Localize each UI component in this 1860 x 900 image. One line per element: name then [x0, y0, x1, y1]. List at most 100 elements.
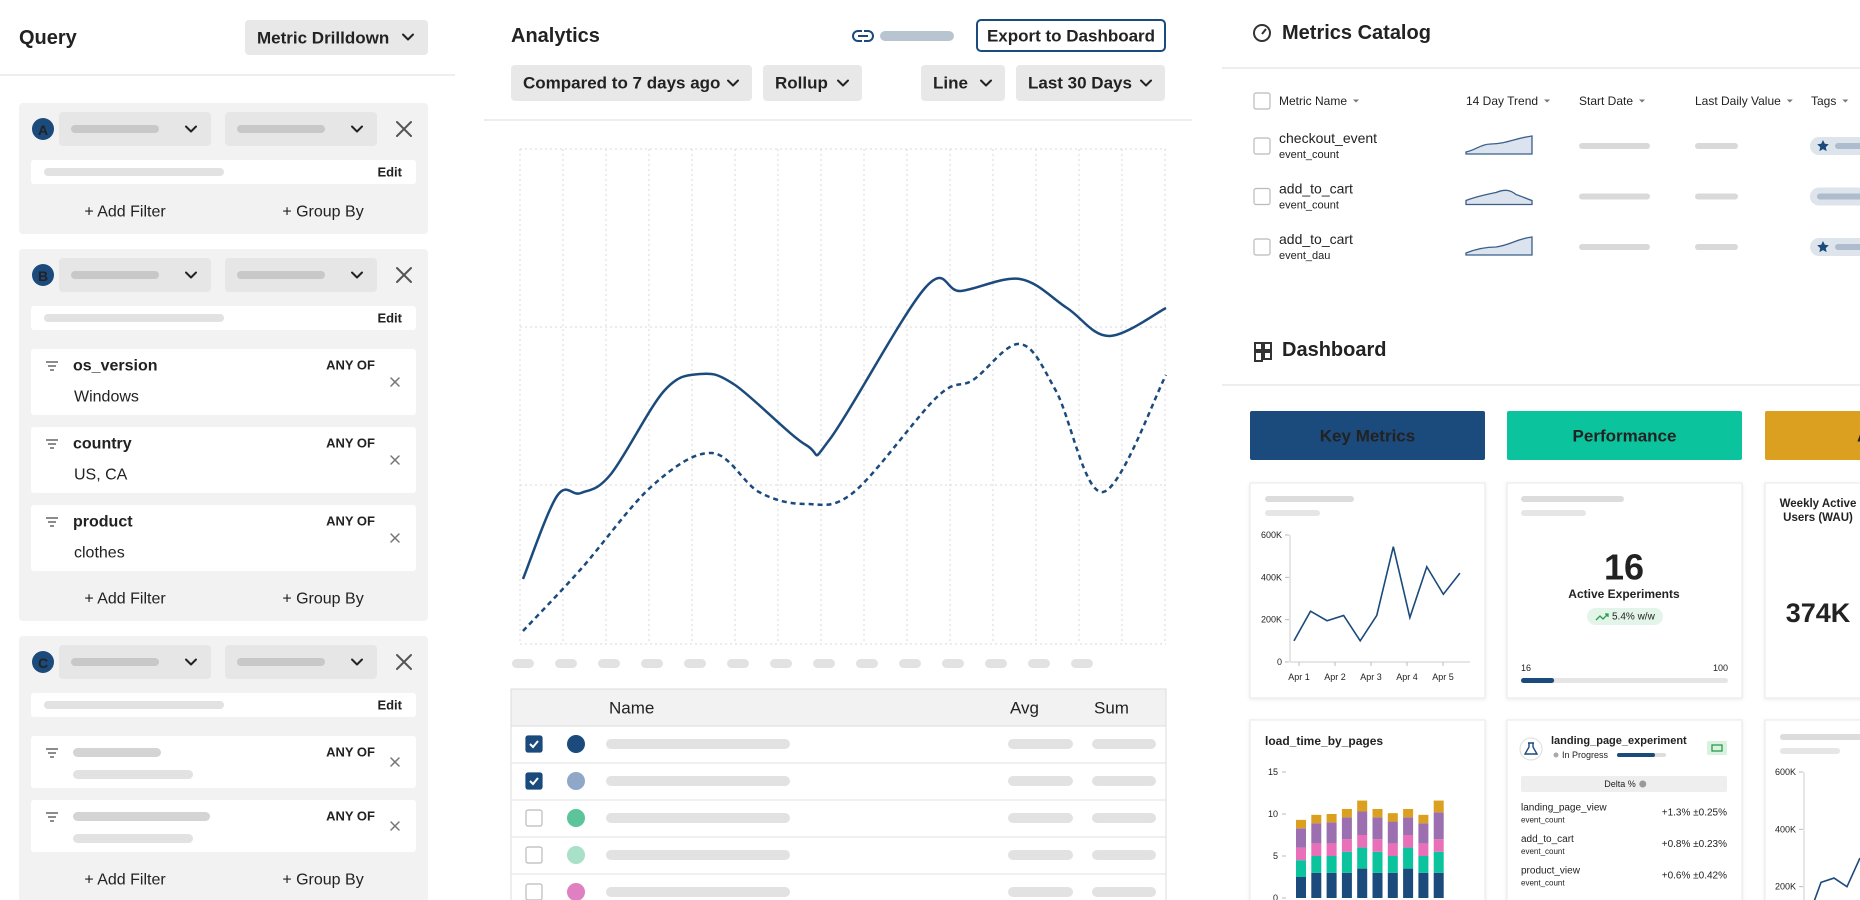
filter-card: [31, 505, 416, 571]
table-header-label: Avg: [1010, 699, 1039, 718]
bar-segment: [1311, 872, 1322, 898]
stat-value: 16: [1604, 547, 1644, 588]
status-fill: [1617, 753, 1655, 757]
control-dropdown[interactable]: [921, 65, 1005, 101]
placeholder: [1071, 659, 1093, 668]
checkbox[interactable]: [525, 735, 543, 753]
table-header-label: Sum: [1094, 699, 1129, 718]
status-dot: [1553, 752, 1559, 758]
catalog-icon-needle: [1261, 28, 1267, 35]
chevron: [185, 271, 197, 279]
bar-segment: [1387, 821, 1398, 844]
catalog-header: Last Daily Value: [1695, 94, 1781, 108]
panel-title: Query: [19, 27, 78, 49]
placeholder: [71, 125, 159, 133]
sort-caret: [1353, 99, 1360, 103]
chevron: [402, 33, 414, 41]
add-filter[interactable]: + Add Filter: [84, 591, 166, 608]
query-badge: [32, 118, 54, 140]
bar-segment: [1372, 872, 1383, 898]
x-tick-label: Apr 2: [1324, 672, 1346, 682]
close-icon[interactable]: [396, 654, 412, 670]
sort-caret: [1544, 99, 1551, 103]
add-filter[interactable]: + Add Filter: [84, 204, 166, 221]
y-tick-label: 0: [1277, 657, 1282, 667]
section-title: Dashboard: [1282, 339, 1386, 361]
checkbox[interactable]: [525, 772, 543, 790]
bar-segment: [1357, 868, 1368, 898]
checkbox[interactable]: [1253, 187, 1271, 206]
placeholder: [985, 659, 1007, 668]
y-tick-label: 600K: [1261, 530, 1282, 540]
placeholder: [727, 659, 749, 668]
filter-value: Windows: [74, 389, 139, 406]
stat-label: Weekly Active Users (WAU): [1779, 498, 1857, 524]
dashboard-icon: [1254, 351, 1263, 362]
chevron: [980, 79, 992, 87]
dashboard-tab-label: Performance: [1573, 427, 1677, 446]
y-tick-label: 15: [1268, 767, 1278, 777]
bar-segment: [1403, 847, 1414, 869]
add-filter[interactable]: + Add Filter: [84, 872, 166, 889]
filter-field: country: [73, 436, 132, 453]
close-icon[interactable]: [390, 533, 400, 543]
checkbox[interactable]: [525, 809, 543, 827]
group-by[interactable]: + Group By: [282, 204, 363, 221]
placeholder: [606, 850, 790, 860]
dashboard-tab[interactable]: [1507, 411, 1742, 460]
sort-caret: [1786, 99, 1793, 103]
placeholder: [1521, 510, 1586, 516]
bar-segment: [1418, 823, 1429, 844]
bar-segment: [1403, 817, 1414, 835]
close-icon[interactable]: [390, 455, 400, 465]
control-dropdown[interactable]: [1016, 65, 1165, 101]
close-icon[interactable]: [390, 377, 400, 387]
checkbox[interactable]: [1253, 92, 1271, 110]
group-by[interactable]: + Group By: [282, 591, 363, 608]
placeholder: [1092, 813, 1156, 823]
bar-segment: [1296, 819, 1306, 829]
dashboard-card: [1764, 482, 1860, 699]
edit-link[interactable]: Edit: [377, 311, 402, 326]
trend-line: [521, 276, 1167, 580]
edit-link[interactable]: Edit: [377, 698, 402, 713]
trend-sparkline: [1465, 189, 1533, 206]
link-icon[interactable]: [852, 30, 874, 42]
close-icon[interactable]: [396, 121, 412, 137]
dashboard-icon: [1263, 342, 1272, 351]
experiment-metric-type: event_count: [1521, 879, 1565, 888]
placeholder: [1008, 850, 1073, 860]
bar-segment: [1326, 872, 1337, 898]
bar-segment: [1418, 843, 1429, 856]
query-badge-letter: B: [38, 268, 48, 284]
bar-segment: [1403, 868, 1414, 898]
control-dropdown[interactable]: [511, 65, 752, 101]
checkbox[interactable]: [525, 883, 543, 900]
edit-link[interactable]: Edit: [377, 165, 402, 180]
group-by[interactable]: + Group By: [282, 872, 363, 889]
checkbox[interactable]: [1253, 137, 1271, 155]
bar-segment: [1326, 856, 1337, 873]
control-dropdown[interactable]: [763, 65, 862, 101]
close-icon[interactable]: [390, 757, 400, 767]
filter-operator: ANY OF: [326, 809, 375, 824]
x-tick-label: Apr 5: [1432, 672, 1454, 682]
chevron: [185, 658, 197, 666]
chevron: [185, 125, 197, 133]
placeholder: [1008, 887, 1073, 897]
export-button[interactable]: [976, 19, 1166, 52]
mode-dropdown[interactable]: [245, 20, 428, 55]
series-color: [567, 883, 585, 900]
filter-operator: ANY OF: [326, 745, 375, 760]
dashboard-tab[interactable]: [1765, 411, 1860, 460]
checkbox[interactable]: [525, 846, 543, 864]
x-tick-label: Apr 1: [1288, 672, 1310, 682]
close-icon[interactable]: [396, 267, 412, 283]
checkbox[interactable]: [1253, 238, 1271, 256]
placeholder: [606, 739, 790, 749]
progress-max: 100: [1713, 663, 1728, 673]
bar-segment: [1296, 860, 1306, 877]
dashboard-tab[interactable]: [1250, 411, 1485, 460]
close-icon[interactable]: [390, 821, 400, 831]
bar-segment: [1387, 843, 1398, 856]
